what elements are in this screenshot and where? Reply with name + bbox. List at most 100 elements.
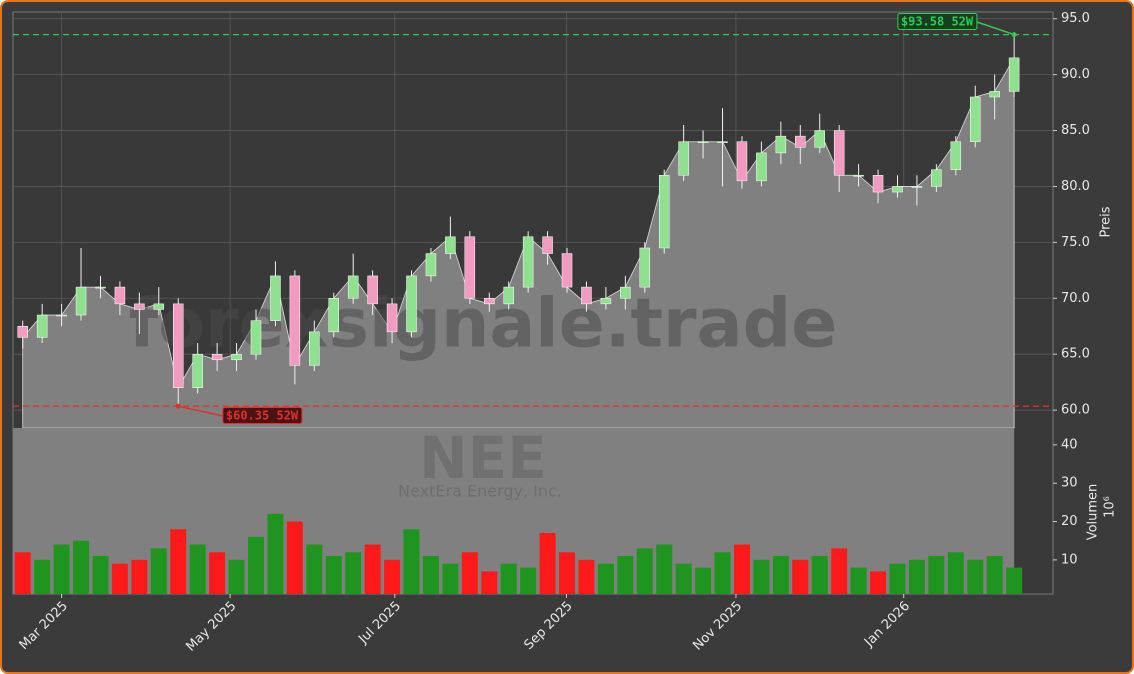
- candle-body: [95, 286, 106, 289]
- x-tick-label: May 2025: [184, 599, 240, 655]
- volume-bar: [150, 548, 167, 594]
- candle-body: [600, 298, 612, 305]
- volume-bar: [772, 556, 789, 594]
- volume-bar: [500, 563, 517, 594]
- volume-bar: [831, 548, 848, 594]
- candle-body: [347, 275, 359, 299]
- volume-bar: [345, 552, 362, 594]
- volume-bar: [967, 559, 984, 594]
- volume-bar: [889, 563, 906, 594]
- candle-body: [445, 236, 456, 254]
- volume-bar: [870, 571, 887, 594]
- volume-unit: 10⁶: [1103, 496, 1118, 518]
- candle-body: [1008, 57, 1020, 92]
- volume-bar: [170, 529, 187, 594]
- volume-bar: [656, 544, 673, 594]
- volume-bar: [209, 552, 226, 594]
- y-axis-label: Preis: [1099, 206, 1114, 237]
- candle-body: [542, 236, 553, 254]
- level-label: $93.58 52W: [901, 15, 974, 29]
- y-tick-label: 65.0: [1061, 347, 1090, 362]
- volume-bar: [73, 540, 90, 594]
- candle-body: [211, 353, 223, 361]
- arrow-head: [175, 403, 181, 409]
- label-arrow: [178, 405, 224, 417]
- volume-bar: [111, 563, 128, 594]
- candle-body: [503, 286, 514, 305]
- y-tick-label: 70.0: [1061, 291, 1090, 306]
- y-tick-label: 90.0: [1061, 67, 1090, 82]
- volume-bar: [228, 559, 245, 594]
- volume-bar: [306, 544, 323, 594]
- candle-body: [756, 152, 767, 182]
- volume-bar: [461, 552, 478, 594]
- candle-body: [231, 353, 242, 361]
- volume-bar: [53, 544, 70, 594]
- volume-bar: [14, 552, 31, 594]
- candle-body: [833, 130, 845, 176]
- volume-bar: [325, 556, 342, 594]
- x-tick-label: Sep 2025: [521, 599, 575, 653]
- arrow-head: [1011, 32, 1017, 38]
- volume-bar: [422, 556, 439, 594]
- y-tick-label: 75.0: [1061, 235, 1090, 250]
- candle-body: [464, 236, 476, 299]
- candle-body: [270, 275, 281, 321]
- marks: [14, 34, 1023, 594]
- volume-bar: [578, 559, 595, 594]
- candle-body: [172, 303, 184, 388]
- candle-body: [386, 303, 398, 333]
- candle-body: [717, 141, 728, 143]
- watermark: forexsignale.trade: [129, 285, 838, 364]
- candle-body: [736, 141, 748, 182]
- candle-body: [134, 303, 145, 310]
- candle-body: [192, 353, 203, 388]
- candle-body: [153, 303, 165, 310]
- volume-bar: [539, 533, 556, 594]
- label-arrow: [976, 21, 1015, 36]
- candle-body: [309, 331, 320, 366]
- candle-body: [561, 253, 573, 288]
- volume-bar: [247, 536, 264, 594]
- level-label: $60.35 52W: [226, 409, 299, 423]
- candle-body: [795, 135, 806, 148]
- candle-body: [620, 286, 631, 299]
- volume-bar: [442, 563, 459, 594]
- volume-bar: [811, 556, 828, 594]
- candle-body: [892, 186, 903, 193]
- volume-bar: [636, 548, 653, 594]
- candle-body: [658, 175, 670, 249]
- company-watermark: NextEra Energy, Inc.: [398, 482, 562, 501]
- candle-body: [775, 135, 787, 154]
- volume-bar: [733, 544, 750, 594]
- volume-bar: [908, 559, 925, 594]
- candle-body: [250, 320, 262, 355]
- candle-body: [406, 275, 417, 333]
- x-tick-label: Jul 2025: [355, 599, 404, 648]
- candle-body: [56, 314, 67, 317]
- level-annotation: $93.58 52W: [897, 13, 1017, 38]
- volume-bar: [617, 556, 634, 594]
- y-tick-label: 60.0: [1061, 403, 1090, 418]
- candle-body: [425, 253, 437, 277]
- volume-bar: [559, 552, 576, 594]
- y-tick-label: 95.0: [1061, 11, 1090, 26]
- candle-body: [678, 141, 689, 176]
- candle-body: [931, 169, 942, 187]
- volume-bar: [1006, 567, 1023, 594]
- symbol-watermark: NEE: [419, 424, 547, 492]
- volume-y-tick-label: 30: [1061, 476, 1078, 491]
- volume-bar: [384, 559, 401, 594]
- candle-body: [950, 141, 962, 170]
- candle-body: [522, 236, 534, 288]
- volume-bar: [695, 567, 712, 594]
- volume-bar: [753, 559, 770, 594]
- candle-body: [639, 247, 651, 288]
- y-tick-label: 80.0: [1061, 179, 1090, 194]
- volume-axis-label: Volumen: [1086, 484, 1101, 541]
- candle-body: [581, 286, 592, 305]
- x-tick-label: Jan 2026: [861, 599, 913, 651]
- candle-body: [289, 275, 301, 366]
